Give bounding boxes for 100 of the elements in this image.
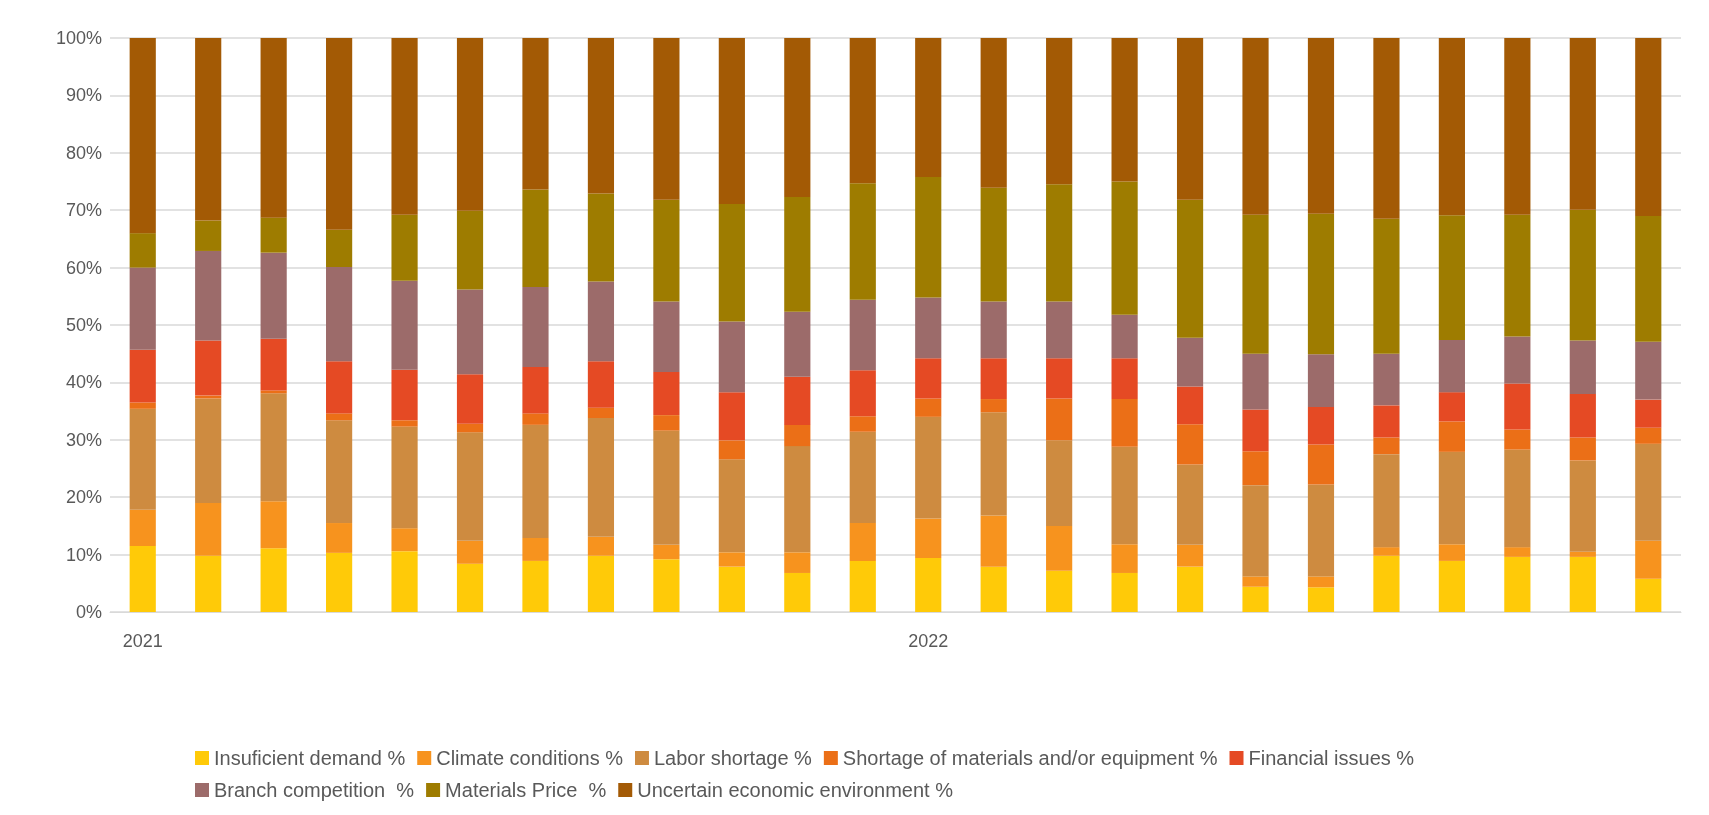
bar xyxy=(522,560,549,612)
bar xyxy=(195,398,222,503)
bar xyxy=(456,563,484,612)
bar xyxy=(980,399,1007,413)
bar xyxy=(915,518,942,559)
bar xyxy=(1373,405,1400,438)
bar xyxy=(1242,409,1269,452)
bar xyxy=(1504,429,1531,450)
bar xyxy=(849,299,876,371)
bar xyxy=(1569,556,1596,612)
legend-label: Financial issues % xyxy=(1248,747,1415,769)
bar xyxy=(1373,353,1400,406)
bar xyxy=(980,566,1007,612)
bar xyxy=(915,38,942,177)
bar xyxy=(915,558,942,612)
bar xyxy=(1438,544,1465,561)
bar xyxy=(522,189,549,288)
bar xyxy=(1111,446,1138,545)
y-tick-label: 100% xyxy=(55,28,102,48)
bar xyxy=(1635,215,1662,342)
y-tick-label: 50% xyxy=(65,315,102,335)
bar xyxy=(1635,38,1662,216)
bar xyxy=(849,416,876,432)
bar xyxy=(653,38,680,200)
bar xyxy=(391,420,418,427)
y-tick-label: 10% xyxy=(65,544,102,565)
bar xyxy=(653,301,680,373)
bar xyxy=(1635,443,1662,541)
bar xyxy=(653,199,680,302)
legend-label: Materials Price % xyxy=(445,779,607,801)
legend-label: Climate conditions % xyxy=(436,747,624,769)
bar xyxy=(1569,460,1596,552)
bar xyxy=(326,267,353,362)
bar xyxy=(1307,576,1335,588)
bar xyxy=(1111,181,1138,315)
bar xyxy=(1569,437,1596,461)
bar xyxy=(456,374,484,424)
bar xyxy=(1504,449,1531,548)
bar xyxy=(391,528,418,552)
bar xyxy=(1176,464,1204,545)
bar xyxy=(1569,340,1596,394)
bar xyxy=(1242,586,1269,612)
bar xyxy=(522,424,549,538)
bar xyxy=(587,417,615,537)
bar xyxy=(260,217,287,253)
bar xyxy=(260,38,287,218)
bar xyxy=(1504,38,1531,215)
bar xyxy=(784,552,811,573)
bar xyxy=(129,38,156,234)
bar xyxy=(1046,301,1073,359)
bar xyxy=(980,301,1007,359)
bar xyxy=(1373,437,1400,455)
bar xyxy=(391,38,418,215)
bar xyxy=(1242,485,1269,577)
bar xyxy=(1046,398,1073,441)
bar xyxy=(129,408,156,510)
bar xyxy=(915,358,942,399)
bar xyxy=(587,193,615,282)
bar xyxy=(1176,38,1204,200)
bar xyxy=(260,390,287,394)
bar xyxy=(849,183,876,300)
bar xyxy=(456,423,484,433)
bar xyxy=(849,370,876,417)
bar xyxy=(587,555,615,612)
bar xyxy=(1504,214,1531,337)
bar xyxy=(326,38,353,230)
bar xyxy=(260,338,287,391)
bar xyxy=(784,446,811,553)
bar xyxy=(1635,427,1662,444)
legend-label: Insuficient demand % xyxy=(214,747,406,769)
bar xyxy=(1111,358,1138,400)
bar xyxy=(195,38,222,221)
bar xyxy=(1635,540,1662,579)
bar xyxy=(784,376,811,425)
bar xyxy=(653,430,680,545)
bar xyxy=(784,38,811,197)
bar xyxy=(1111,544,1138,573)
bar xyxy=(522,38,549,190)
bar xyxy=(1176,424,1204,465)
y-tick-label: 40% xyxy=(65,372,102,393)
bar xyxy=(1373,454,1400,548)
bar xyxy=(849,431,876,524)
bar xyxy=(1438,421,1465,452)
y-tick-label: 20% xyxy=(65,487,102,508)
bar xyxy=(1046,358,1073,399)
bar xyxy=(195,250,222,341)
bar xyxy=(1569,393,1596,438)
bar xyxy=(718,440,745,460)
bar xyxy=(456,540,484,564)
bar xyxy=(849,523,876,561)
bar xyxy=(391,280,418,370)
bar xyxy=(784,311,811,377)
bar xyxy=(1438,38,1465,216)
bar xyxy=(1307,213,1335,355)
bar xyxy=(1307,407,1335,445)
bar xyxy=(1111,572,1138,612)
bar xyxy=(980,38,1007,188)
bar xyxy=(1307,354,1335,408)
bar xyxy=(1176,386,1204,425)
bar xyxy=(1438,392,1465,422)
